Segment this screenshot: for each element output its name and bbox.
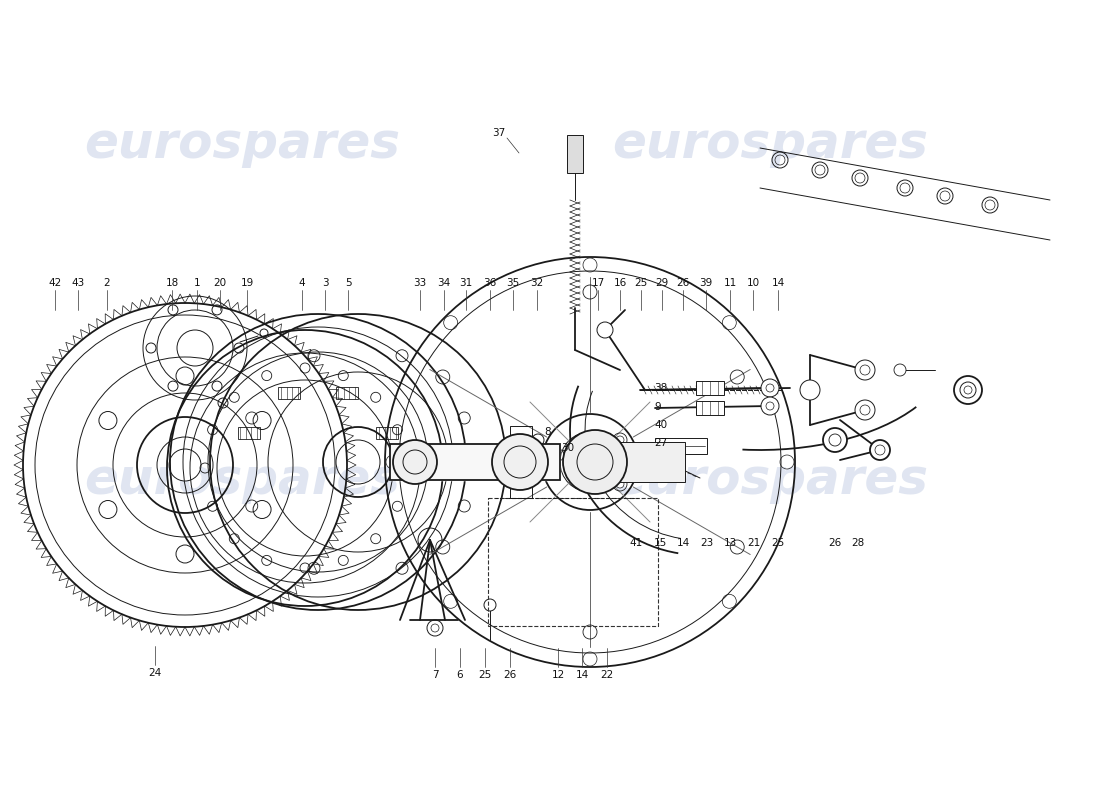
Circle shape xyxy=(894,364,906,376)
Circle shape xyxy=(393,440,437,484)
Text: 7: 7 xyxy=(431,670,438,680)
Text: 20: 20 xyxy=(213,278,227,288)
Circle shape xyxy=(169,449,201,481)
Text: 4: 4 xyxy=(299,278,306,288)
Text: 29: 29 xyxy=(656,278,669,288)
Text: 25: 25 xyxy=(478,670,492,680)
Text: 16: 16 xyxy=(614,278,627,288)
Bar xyxy=(696,381,724,395)
Text: 25: 25 xyxy=(771,538,784,548)
Text: 35: 35 xyxy=(506,278,519,288)
Text: 23: 23 xyxy=(701,538,714,548)
Circle shape xyxy=(870,440,890,460)
Text: 27: 27 xyxy=(654,438,668,448)
Text: 6: 6 xyxy=(456,670,463,680)
Text: 42: 42 xyxy=(48,278,62,288)
Text: 8: 8 xyxy=(544,427,551,437)
Bar xyxy=(510,426,532,498)
Text: 30: 30 xyxy=(561,443,574,453)
Bar xyxy=(696,401,724,415)
Text: 33: 33 xyxy=(414,278,427,288)
Circle shape xyxy=(616,480,624,488)
Text: eurospares: eurospares xyxy=(612,456,928,504)
Bar xyxy=(390,444,560,480)
Bar xyxy=(376,427,398,439)
Text: 26: 26 xyxy=(504,670,517,680)
Bar xyxy=(654,438,707,454)
Text: 40: 40 xyxy=(654,420,667,430)
Text: 17: 17 xyxy=(592,278,605,288)
Text: eurospares: eurospares xyxy=(84,120,400,168)
Text: 26: 26 xyxy=(828,538,842,548)
Text: 11: 11 xyxy=(724,278,737,288)
Text: 9: 9 xyxy=(654,402,661,412)
Circle shape xyxy=(964,386,972,394)
Text: 12: 12 xyxy=(551,670,564,680)
Text: 15: 15 xyxy=(653,538,667,548)
Circle shape xyxy=(855,400,875,420)
Text: 39: 39 xyxy=(700,278,713,288)
Text: 41: 41 xyxy=(629,538,642,548)
Text: 36: 36 xyxy=(483,278,496,288)
Circle shape xyxy=(823,428,847,452)
Circle shape xyxy=(492,434,548,490)
Text: 28: 28 xyxy=(851,538,865,548)
Text: 32: 32 xyxy=(530,278,543,288)
Circle shape xyxy=(597,322,613,338)
Bar xyxy=(278,386,300,398)
Text: 25: 25 xyxy=(635,278,648,288)
Text: 31: 31 xyxy=(460,278,473,288)
Text: 38: 38 xyxy=(654,383,668,393)
Bar xyxy=(585,442,685,482)
Circle shape xyxy=(616,458,624,466)
Bar xyxy=(336,386,358,398)
Text: 26: 26 xyxy=(676,278,690,288)
Text: 24: 24 xyxy=(148,668,162,678)
Text: 14: 14 xyxy=(676,538,690,548)
Text: 14: 14 xyxy=(771,278,784,288)
Circle shape xyxy=(800,380,820,400)
Text: 1: 1 xyxy=(194,278,200,288)
Circle shape xyxy=(616,436,624,444)
Circle shape xyxy=(761,379,779,397)
Text: 19: 19 xyxy=(241,278,254,288)
Text: 5: 5 xyxy=(344,278,351,288)
Text: 10: 10 xyxy=(747,278,760,288)
Circle shape xyxy=(855,360,875,380)
Text: 13: 13 xyxy=(724,538,737,548)
Text: 14: 14 xyxy=(575,670,589,680)
Bar xyxy=(488,498,658,626)
Circle shape xyxy=(431,624,439,632)
Text: 2: 2 xyxy=(103,278,110,288)
Text: eurospares: eurospares xyxy=(84,456,400,504)
Text: 34: 34 xyxy=(438,278,451,288)
Text: 18: 18 xyxy=(165,278,178,288)
Bar xyxy=(566,135,583,173)
Text: 22: 22 xyxy=(601,670,614,680)
Text: 3: 3 xyxy=(321,278,328,288)
Text: 43: 43 xyxy=(72,278,85,288)
Circle shape xyxy=(761,397,779,415)
Text: 37: 37 xyxy=(493,128,506,138)
Text: eurospares: eurospares xyxy=(612,120,928,168)
Circle shape xyxy=(484,599,496,611)
Bar xyxy=(238,427,260,439)
Text: 21: 21 xyxy=(747,538,760,548)
Circle shape xyxy=(563,430,627,494)
